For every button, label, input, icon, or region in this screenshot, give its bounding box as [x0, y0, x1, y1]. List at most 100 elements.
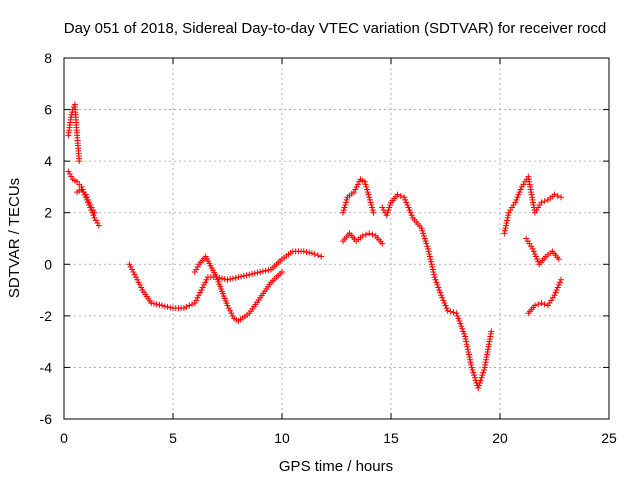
- data-point: [228, 310, 235, 317]
- data-point: [127, 263, 134, 270]
- data-point: [460, 328, 467, 335]
- data-point: [90, 207, 97, 214]
- data-point: [532, 253, 539, 260]
- data-point: [189, 301, 196, 308]
- data-point: [362, 181, 369, 188]
- data-point: [353, 183, 360, 190]
- data-point: [342, 201, 349, 208]
- data-point: [193, 266, 200, 273]
- data-point: [132, 274, 139, 281]
- data-point: [429, 266, 436, 273]
- data-point: [367, 199, 374, 206]
- data-series: [65, 101, 565, 392]
- data-point: [126, 261, 133, 268]
- data-point: [65, 168, 72, 175]
- data-point: [91, 214, 98, 221]
- data-point: [387, 201, 394, 208]
- data-point: [66, 171, 73, 178]
- data-point: [257, 269, 264, 276]
- data-point: [164, 303, 171, 310]
- series-track-c-early: [74, 186, 98, 216]
- data-point: [161, 303, 168, 310]
- data-point: [538, 199, 545, 206]
- data-point: [82, 191, 89, 198]
- y-tick-label: -6: [40, 411, 53, 427]
- data-point: [359, 232, 366, 239]
- data-point: [457, 320, 464, 327]
- data-point: [243, 272, 250, 279]
- data-point: [129, 266, 136, 273]
- data-point: [439, 294, 446, 301]
- data-point: [246, 271, 253, 278]
- data-point: [464, 343, 471, 350]
- data-point: [463, 341, 470, 348]
- data-point: [197, 289, 204, 296]
- data-point: [356, 178, 363, 185]
- data-point: [541, 301, 548, 308]
- chart-title: Day 051 of 2018, Sidereal Day-to-day VTE…: [64, 20, 606, 37]
- data-point: [515, 191, 522, 198]
- data-point: [167, 304, 174, 311]
- series-track-e-morning: [191, 253, 285, 325]
- data-point: [437, 289, 444, 296]
- data-point: [470, 369, 477, 376]
- data-point: [478, 374, 485, 381]
- data-point: [138, 284, 145, 291]
- data-point: [238, 273, 245, 280]
- data-point: [94, 220, 101, 227]
- data-point: [240, 272, 247, 279]
- data-point: [468, 364, 475, 371]
- data-point: [90, 212, 97, 219]
- y-tick-label: 6: [44, 102, 52, 118]
- data-point: [159, 302, 166, 309]
- data-point: [479, 372, 486, 379]
- data-point: [224, 276, 231, 283]
- data-point: [224, 302, 231, 309]
- data-point: [512, 199, 519, 206]
- data-point: [426, 253, 433, 260]
- data-point: [513, 196, 520, 203]
- data-point: [232, 274, 239, 281]
- data-point: [464, 346, 471, 353]
- data-point: [311, 250, 318, 257]
- data-point: [401, 194, 408, 201]
- data-point: [504, 217, 511, 224]
- data-point: [463, 338, 470, 345]
- data-point: [431, 271, 438, 278]
- data-point: [430, 269, 437, 276]
- data-point: [95, 222, 102, 229]
- data-point: [459, 325, 466, 332]
- y-tick-label: -4: [40, 359, 53, 375]
- data-point: [502, 225, 509, 232]
- data-point: [368, 201, 375, 208]
- x-tick-label: 25: [601, 430, 617, 446]
- data-point: [199, 284, 206, 291]
- data-point: [279, 269, 285, 276]
- data-point: [480, 369, 487, 376]
- data-point: [505, 212, 512, 219]
- data-point: [529, 245, 536, 252]
- data-point: [397, 192, 404, 199]
- data-point: [362, 231, 369, 238]
- series-track-b-early: [65, 168, 102, 229]
- data-point: [476, 379, 483, 386]
- data-point: [365, 191, 372, 198]
- data-point: [468, 361, 475, 368]
- data-point: [535, 258, 542, 265]
- data-point: [249, 270, 256, 277]
- y-tick-label: 8: [44, 50, 52, 66]
- data-point: [379, 240, 386, 247]
- data-point: [318, 253, 325, 260]
- data-point: [379, 204, 386, 211]
- data-point: [450, 309, 457, 316]
- data-point: [424, 243, 431, 250]
- data-point: [421, 235, 428, 242]
- data-point: [503, 220, 510, 227]
- data-point: [91, 209, 98, 216]
- series-track-f-midday: [340, 176, 377, 216]
- data-point: [516, 189, 523, 196]
- data-point: [558, 276, 565, 283]
- data-point: [254, 269, 261, 276]
- data-point: [134, 276, 141, 283]
